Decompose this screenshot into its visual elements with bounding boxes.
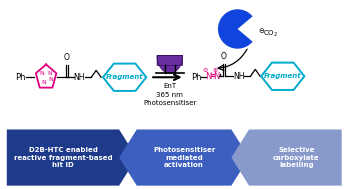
Text: NH: NH <box>233 72 244 81</box>
Text: O: O <box>221 53 227 61</box>
Text: CO$_2$: CO$_2$ <box>263 29 278 39</box>
Polygon shape <box>103 64 146 91</box>
Text: Selective
carboxylate
labelling: Selective carboxylate labelling <box>273 147 320 168</box>
Text: EnT
365 nm
Photosensitiser: EnT 365 nm Photosensitiser <box>143 83 196 106</box>
Text: O: O <box>64 53 70 63</box>
Polygon shape <box>119 129 249 186</box>
Text: Fragment: Fragment <box>106 74 143 80</box>
Polygon shape <box>218 9 253 49</box>
Text: Ph: Ph <box>192 73 202 82</box>
Text: Fragment: Fragment <box>264 73 302 79</box>
Polygon shape <box>7 129 137 186</box>
Text: NH: NH <box>74 73 85 82</box>
Text: N: N <box>49 77 53 82</box>
Text: $\oplus$: $\oplus$ <box>212 66 218 74</box>
Text: $\ominus$: $\ominus$ <box>258 26 265 36</box>
Polygon shape <box>261 63 304 90</box>
Text: $\ominus$: $\ominus$ <box>202 66 209 74</box>
Text: N: N <box>42 80 46 85</box>
Text: Photosensitiser
mediated
activation: Photosensitiser mediated activation <box>153 147 215 168</box>
Polygon shape <box>231 129 342 186</box>
Text: N: N <box>205 72 211 81</box>
Text: D2B-HTC enabled
reactive fragment-based
hit ID: D2B-HTC enabled reactive fragment-based … <box>14 147 112 168</box>
Text: N: N <box>48 71 52 76</box>
Text: Ph: Ph <box>15 73 25 82</box>
Text: N: N <box>213 72 219 81</box>
Text: N: N <box>40 71 44 76</box>
Polygon shape <box>157 56 183 73</box>
